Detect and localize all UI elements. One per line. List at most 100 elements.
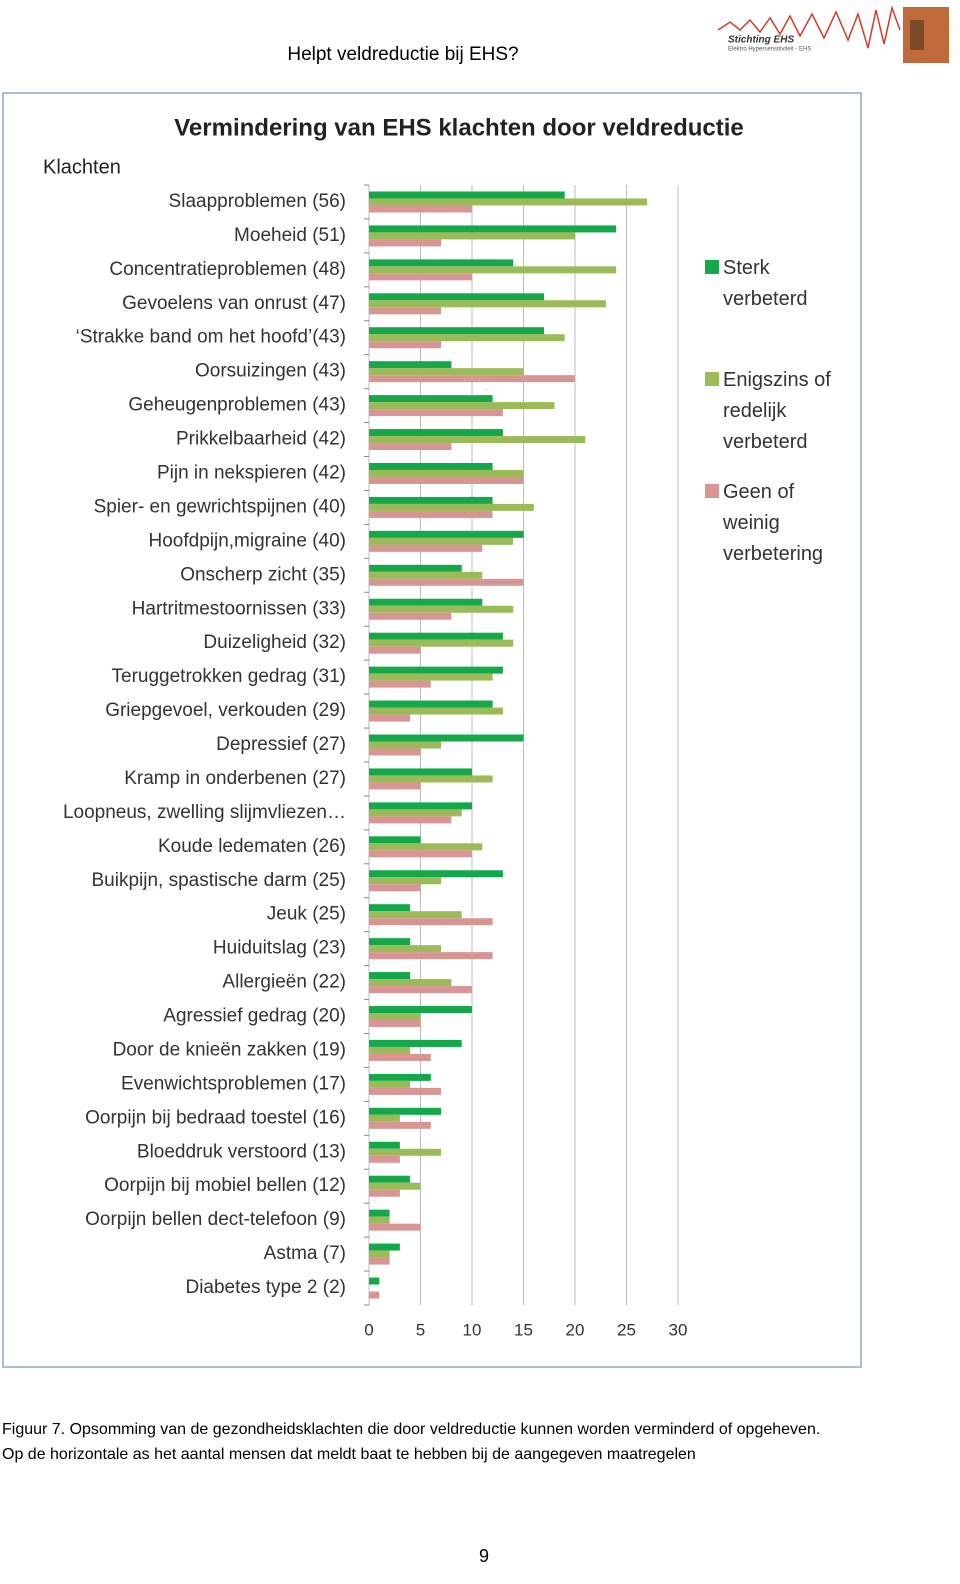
bar: [369, 409, 503, 417]
bar: [369, 1039, 462, 1047]
bar: [369, 205, 472, 213]
legend-label: Enigszins of redelijk verbeterd: [723, 369, 831, 453]
bar: [369, 952, 493, 960]
y-axis-title: Klachten: [43, 156, 121, 178]
caption-line: Figuur 7. Opsomming van de gezondheidskl…: [2, 1421, 820, 1438]
bar: [369, 734, 524, 742]
bar: [369, 225, 617, 233]
y-tick-label: Bloeddruk verstoord (13): [137, 1141, 346, 1162]
bar: [369, 1087, 442, 1095]
bar: [369, 1291, 380, 1299]
bar: [369, 972, 411, 980]
logo-image-detail: [910, 20, 924, 50]
bar: [369, 1080, 411, 1088]
y-tick-label: Hoofdpijn,migraine (40): [149, 530, 347, 551]
y-tick-label: Oorpijn bij mobiel bellen (12): [104, 1175, 346, 1196]
y-tick-label: Geheugenproblemen (43): [128, 395, 346, 416]
bar: [369, 1155, 400, 1163]
bar: [369, 1114, 400, 1122]
x-tick-label: 20: [566, 1320, 585, 1339]
bar: [369, 1073, 431, 1081]
bar: [369, 266, 617, 274]
bar: [369, 1250, 390, 1258]
bar: [369, 402, 555, 410]
bar: [369, 707, 503, 715]
logo-image: [903, 7, 949, 63]
bar: [369, 191, 565, 199]
bar: [369, 1189, 400, 1197]
y-tick-label: Oorpijn bij bedraad toestel (16): [85, 1107, 346, 1128]
bar: [369, 375, 575, 383]
bar: [369, 1046, 411, 1054]
caption-line: Op de horizontale as het aantal mensen d…: [2, 1446, 696, 1463]
bar: [369, 429, 503, 437]
bar: [369, 361, 452, 369]
bar: [369, 436, 586, 444]
y-tick-label: Jeuk (25): [267, 904, 346, 925]
bar: [369, 232, 575, 240]
bar: [369, 307, 442, 315]
bar: [369, 1257, 390, 1265]
y-tick-label: Prikkelbaarheid (42): [176, 429, 346, 450]
bar: [369, 700, 493, 708]
bar: [369, 537, 514, 545]
bar: [369, 293, 545, 301]
bar: [369, 632, 503, 640]
y-tick-label: Agressief gedrag (20): [163, 1006, 346, 1027]
logo-name: Stichting EHS: [728, 35, 794, 46]
bar: [369, 443, 452, 451]
bar: [369, 1243, 400, 1251]
y-tick-label: Astma (7): [264, 1243, 346, 1264]
bar: [369, 571, 483, 579]
x-tick-label: 15: [514, 1320, 533, 1339]
y-tick-label: Onscherp zicht (35): [180, 564, 346, 585]
y-tick-label: Gevoelens van onrust (47): [122, 293, 346, 314]
bar: [369, 1107, 442, 1115]
y-tick-label: Kramp in onderbenen (27): [124, 768, 346, 789]
bar: [369, 300, 606, 308]
bar: [369, 605, 514, 613]
bar: [369, 877, 442, 885]
bar: [369, 273, 472, 281]
bar: [369, 1277, 380, 1285]
bar: [369, 476, 524, 484]
bar: [369, 239, 442, 247]
bar: [369, 850, 472, 858]
bar: [369, 986, 472, 994]
bar: [369, 544, 483, 552]
bar: [369, 530, 524, 538]
page-number: 9: [479, 1546, 489, 1566]
y-tick-label: Concentratieproblemen (48): [109, 259, 346, 280]
y-tick-label: Slaapproblemen (56): [169, 191, 346, 212]
bar: [369, 510, 493, 518]
bar: [369, 496, 493, 504]
bar: [369, 1121, 431, 1129]
bar: [369, 564, 462, 572]
bar: [369, 639, 514, 647]
x-tick-label: 10: [463, 1320, 482, 1339]
x-tick-label: 5: [416, 1320, 425, 1339]
y-tick-label: Buikpijn, spastische darm (25): [92, 870, 347, 891]
legend-swatch: [705, 260, 719, 274]
bar: [369, 1141, 400, 1149]
legend-label: Sterk verbeterd: [723, 257, 808, 310]
bar: [369, 1175, 411, 1183]
bar: [369, 918, 493, 926]
logo-wave: [717, 5, 901, 49]
header-title: Helpt veldreductie bij EHS?: [287, 44, 518, 65]
bar: [369, 1209, 390, 1217]
bar: [369, 938, 411, 946]
bar: [369, 1053, 431, 1061]
bar: [369, 782, 421, 790]
y-tick-label: Huiduitslag (23): [213, 938, 346, 959]
bar: [369, 598, 483, 606]
bar: [369, 1223, 421, 1231]
bar: [369, 748, 421, 756]
y-tick-label: Allergieën (22): [222, 972, 346, 993]
y-tick-label: ‘Strakke band om het hoofd’(43): [76, 327, 346, 348]
bar: [369, 870, 503, 878]
logo-subtitle: Elektro Hypersensitiviteit - EHS: [728, 47, 811, 53]
y-tick-label: Koude ledematen (26): [158, 836, 346, 857]
y-tick-label: Pijn in nekspieren (42): [157, 463, 346, 484]
